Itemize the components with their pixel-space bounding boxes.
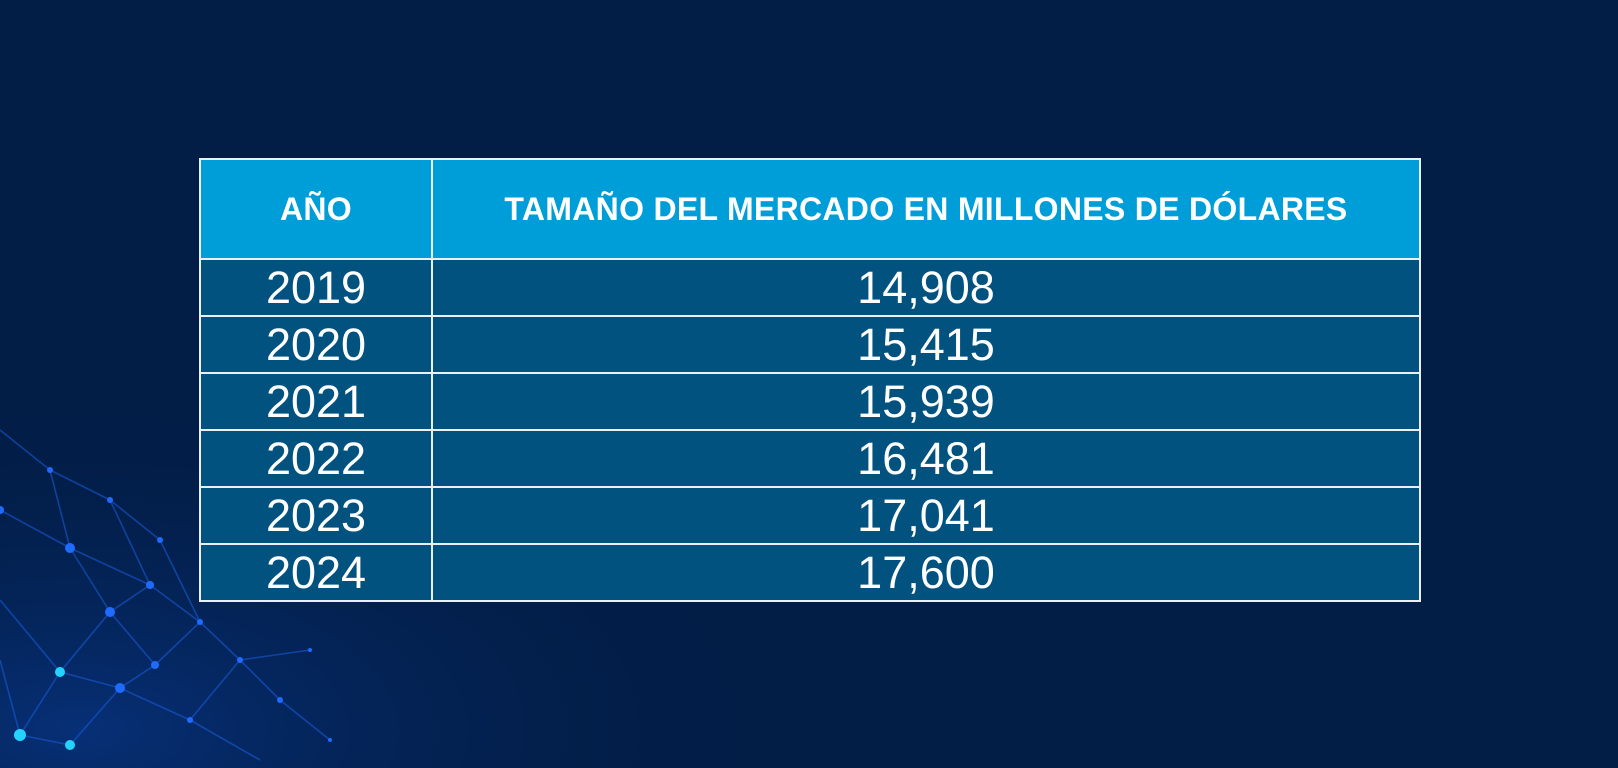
market-size-table: AÑO TAMAÑO DEL MERCADO EN MILLONES DE DÓ… bbox=[199, 158, 1421, 602]
year-cell: 2024 bbox=[199, 543, 433, 602]
market-size-cell: 16,481 bbox=[431, 429, 1421, 488]
header-market-size: TAMAÑO DEL MERCADO EN MILLONES DE DÓLARE… bbox=[431, 158, 1421, 260]
market-size-cell: 14,908 bbox=[431, 258, 1421, 317]
table-row: 2021 15,939 bbox=[199, 372, 1421, 431]
year-cell: 2020 bbox=[199, 315, 433, 374]
market-size-cell: 17,600 bbox=[431, 543, 1421, 602]
table-row: 2023 17,041 bbox=[199, 486, 1421, 545]
year-cell: 2019 bbox=[199, 258, 433, 317]
year-cell: 2023 bbox=[199, 486, 433, 545]
table-header-row: AÑO TAMAÑO DEL MERCADO EN MILLONES DE DÓ… bbox=[199, 158, 1421, 260]
table-row: 2024 17,600 bbox=[199, 543, 1421, 602]
table-row: 2022 16,481 bbox=[199, 429, 1421, 488]
header-year: AÑO bbox=[199, 158, 433, 260]
table-row: 2019 14,908 bbox=[199, 258, 1421, 317]
market-size-cell: 15,415 bbox=[431, 315, 1421, 374]
market-size-cell: 17,041 bbox=[431, 486, 1421, 545]
year-cell: 2022 bbox=[199, 429, 433, 488]
market-size-cell: 15,939 bbox=[431, 372, 1421, 431]
year-cell: 2021 bbox=[199, 372, 433, 431]
market-size-table-container: AÑO TAMAÑO DEL MERCADO EN MILLONES DE DÓ… bbox=[199, 158, 1421, 602]
table-row: 2020 15,415 bbox=[199, 315, 1421, 374]
